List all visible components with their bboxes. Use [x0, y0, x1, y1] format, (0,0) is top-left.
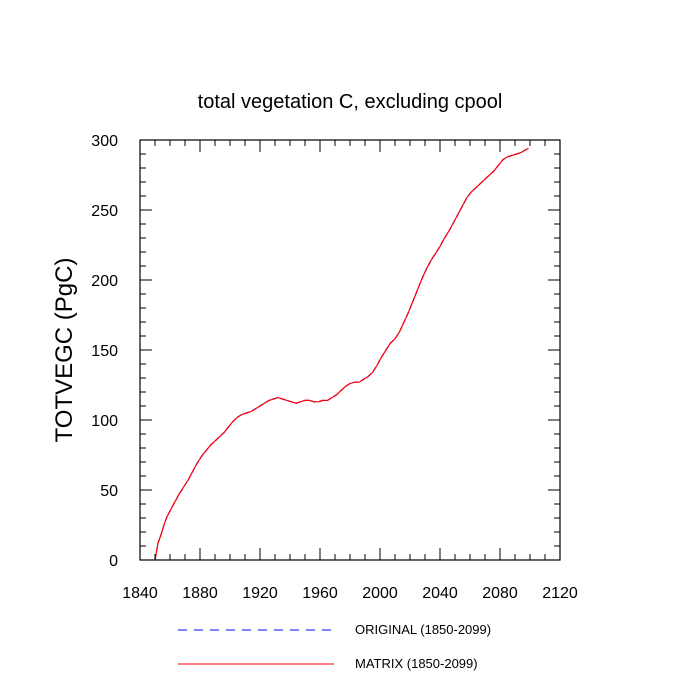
x-tick-label: 1920	[242, 585, 278, 602]
y-tick-label: 100	[91, 413, 118, 430]
legend: ORIGINAL (1850-2099) MATRIX (1850-2099)	[178, 622, 491, 671]
series-layer	[154, 147, 529, 561]
y-tick-label: 300	[91, 133, 118, 150]
y-tick-label: 200	[91, 273, 118, 290]
x-tick-label: 1840	[122, 585, 158, 602]
y-axis-label: TOTVEGC (PgC)	[51, 258, 78, 443]
ticks-layer: 1840 1880 1920 1960 2000 2040 2080 2120 0 50 100 15…	[91, 133, 578, 602]
x-tick-label: 1880	[182, 585, 218, 602]
x-tick-label: 2040	[422, 585, 458, 602]
x-tick-label: 2120	[542, 585, 578, 602]
series-line-original	[154, 147, 529, 561]
y-tick-label: 0	[109, 553, 118, 570]
legend-label-original: ORIGINAL (1850-2099)	[355, 622, 491, 637]
y-tick-label: 50	[100, 483, 118, 500]
y-tick-label: 250	[91, 203, 118, 220]
chart-title: total vegetation C, excluding cpool	[198, 91, 503, 113]
x-tick-label: 2080	[482, 585, 518, 602]
x-tick-label: 1960	[302, 585, 338, 602]
series-line-matrix	[154, 147, 529, 561]
y-tick-label: 150	[91, 343, 118, 360]
legend-label-matrix: MATRIX (1850-2099)	[355, 656, 478, 671]
x-tick-label: 2000	[362, 585, 398, 602]
plot-frame	[139, 139, 561, 561]
